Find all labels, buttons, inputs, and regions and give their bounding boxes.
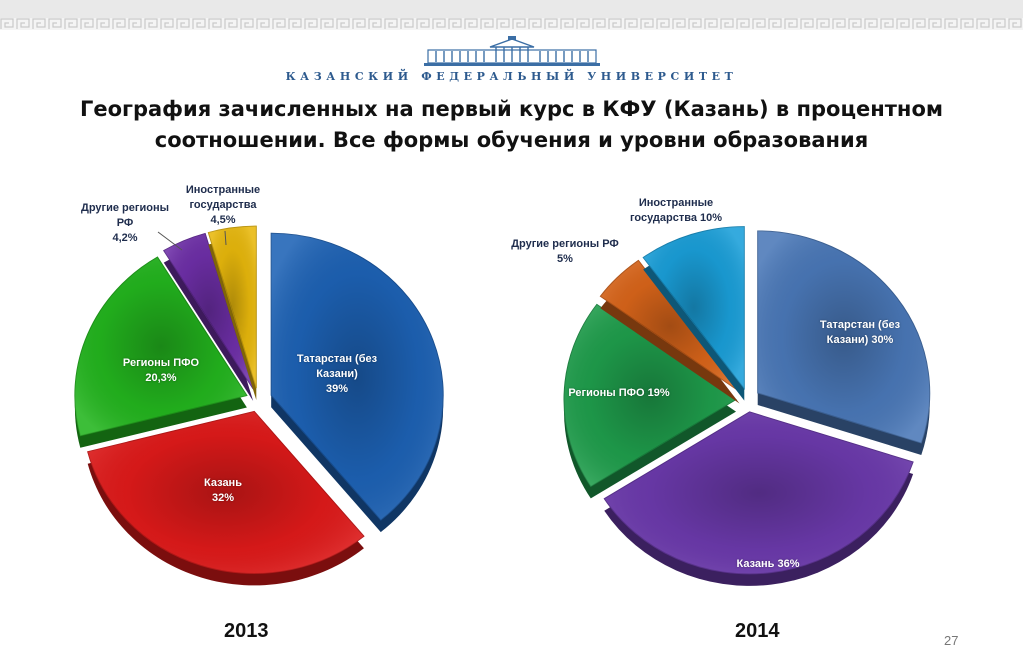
pie-2013-slice-shading-foreign (208, 226, 257, 389)
label-2013-pfo: Регионы ПФО 20,3% (122, 357, 200, 384)
pie-2014-slice-shading-other-regions (600, 260, 740, 392)
pie-2013-slice-shading-kazan (87, 411, 364, 574)
pie-2013-slice-shading-other-regions (163, 233, 254, 390)
pie-2014 (563, 226, 931, 586)
university-logo (0, 36, 1023, 68)
pie-2014-slice-shading-pfo (564, 304, 737, 487)
pie-2014-slice-shading-foreign (643, 226, 745, 389)
label-2013-tatarstan: Татарстан (без Казани) 39% (296, 353, 378, 395)
leader-line-2013-foreign (224, 230, 227, 246)
pie-2013-slice-shading-tatarstan (271, 233, 444, 521)
pie-2013 (74, 225, 444, 586)
pie-2014-slice-shading-tatarstan (757, 230, 930, 444)
year-label-2013: 2013 (224, 620, 269, 642)
label-2013-kazan: Казань 32% (204, 477, 242, 504)
label-2014-foreign: Иностранные государства 10% (629, 197, 723, 224)
university-building-icon (423, 36, 600, 66)
university-name: КАЗАНСКИЙ ФЕДЕРАЛЬНЫЙ УНИВЕРСИТЕТ (285, 70, 738, 83)
label-2013-foreign: Иностранные государства 4,5% (185, 184, 261, 226)
page-number: 27 (944, 633, 959, 648)
label-2014-tatarstan: Татарстан (без Казани) 30% (819, 319, 901, 346)
pie-2013-slice-shading-pfo (74, 257, 247, 436)
slide-title: География зачисленных на первый курс в К… (79, 97, 944, 152)
leader-line-2013-other-regions (157, 231, 183, 251)
year-label-2014: 2014 (735, 620, 780, 642)
pie-2014-slice-shading-kazan (604, 411, 914, 574)
label-2013-other-regions: Другие регионы РФ 4,2% (81, 202, 169, 244)
meander-border (0, 18, 1023, 30)
label-2014-pfo: Регионы ПФО 19% (568, 387, 670, 399)
label-2014-other-regions: Другие регионы РФ 5% (511, 238, 619, 265)
label-2014-kazan: Казань 36% (736, 558, 800, 570)
top-band (0, 0, 1023, 18)
